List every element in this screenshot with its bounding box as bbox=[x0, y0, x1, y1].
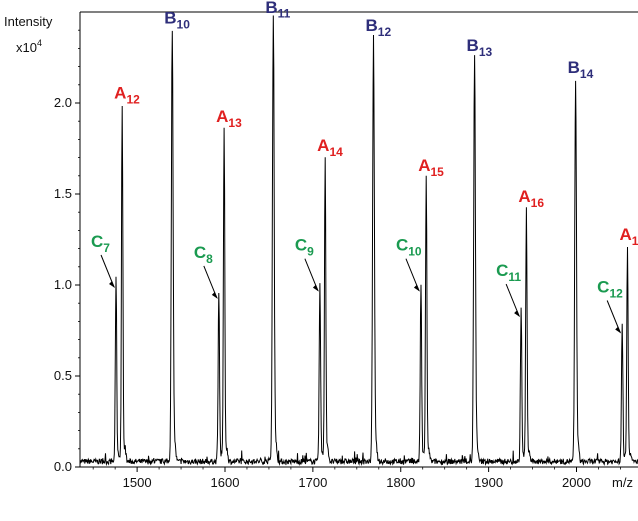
peak-label-letter: C bbox=[496, 261, 508, 280]
y-tick-label: 2.0 bbox=[54, 95, 72, 110]
peak-label-subscript: 14 bbox=[329, 145, 343, 159]
x-tick-label: 1500 bbox=[123, 475, 152, 490]
peak-label-c8: C8 bbox=[194, 243, 213, 266]
arrowhead bbox=[413, 284, 420, 292]
peak-label-c12: C12 bbox=[597, 278, 623, 301]
peak-label-subscript: 16 bbox=[531, 196, 545, 210]
peak-label-letter: A bbox=[518, 187, 530, 206]
y-tick-label: 0.0 bbox=[54, 459, 72, 474]
peak-label-c9: C9 bbox=[295, 236, 314, 259]
y-tick-label: 0.5 bbox=[54, 368, 72, 383]
peak-label-letter: A bbox=[216, 107, 228, 126]
peak-label-letter: C bbox=[91, 232, 103, 251]
peak-label-letter: A bbox=[317, 136, 329, 155]
peak-label-letter: B bbox=[164, 9, 176, 28]
y-axis-label: Intensity bbox=[4, 14, 53, 29]
x-tick-label: 2000 bbox=[562, 475, 591, 490]
peak-label-subscript: 15 bbox=[431, 165, 445, 179]
peak-label-c10: C10 bbox=[396, 236, 422, 259]
peak-label-subscript: 10 bbox=[408, 245, 422, 259]
peak-label-b10: B10 bbox=[164, 9, 190, 32]
peak-label-subscript: 11 bbox=[278, 7, 291, 21]
peak-label-letter: A bbox=[418, 156, 430, 175]
peak-label-a13: A13 bbox=[216, 107, 242, 130]
peak-labels: C7A12B10C8A13B11C9A14B12C10A15B13C11A16B… bbox=[91, 0, 638, 301]
x-tick-label: 1800 bbox=[386, 475, 415, 490]
peak-label-letter: C bbox=[295, 236, 307, 255]
peak-label-subscript: 11 bbox=[508, 270, 521, 284]
x-tick-label: 1700 bbox=[298, 475, 327, 490]
peak-label-b13: B13 bbox=[467, 36, 493, 59]
y-tick-label: 1.0 bbox=[54, 277, 72, 292]
peak-label-letter: B bbox=[568, 58, 580, 77]
annotation-arrows bbox=[100, 254, 622, 334]
arrowhead bbox=[211, 291, 218, 299]
peak-label-letter: C bbox=[597, 278, 609, 297]
peak-label-letter: C bbox=[396, 236, 408, 255]
peak-label-letter: C bbox=[194, 243, 206, 262]
peak-label-subscript: 12 bbox=[609, 287, 623, 301]
y-axis-multiplier-base: x10 bbox=[16, 40, 37, 55]
peak-label-letter: B bbox=[265, 0, 277, 17]
peak-label-subscript: 14 bbox=[580, 67, 594, 81]
peak-label-subscript: 8 bbox=[206, 252, 213, 266]
peak-label-subscript: 17 bbox=[632, 234, 638, 248]
axes: 0.0 0.5 1.0 1.5 2.0 1500 1600 1700 1800 1900 2000 bbox=[54, 29, 621, 490]
peak-label-a16: A16 bbox=[518, 187, 544, 210]
peak-label-letter: B bbox=[467, 36, 479, 55]
arrowhead bbox=[312, 284, 319, 292]
peak-label-c7: C7 bbox=[91, 232, 110, 255]
arrowhead bbox=[514, 310, 521, 318]
peak-label-subscript: 10 bbox=[177, 18, 191, 32]
peak-label-letter: B bbox=[365, 16, 377, 35]
peak-label-subscript: 7 bbox=[103, 241, 110, 255]
peak-label-subscript: 12 bbox=[126, 92, 140, 106]
x-axis-label: m/z bbox=[612, 475, 633, 490]
peak-label-c11: C11 bbox=[496, 261, 521, 284]
peak-label-subscript: 13 bbox=[479, 45, 493, 59]
y-axis-multiplier: x104 bbox=[16, 38, 42, 55]
peak-label-a17: A17 bbox=[619, 225, 638, 248]
peak-label-a14: A14 bbox=[317, 136, 343, 159]
spectrum-trace bbox=[79, 15, 638, 467]
plot-frame bbox=[79, 11, 638, 468]
peak-label-letter: A bbox=[619, 225, 631, 244]
arrowhead bbox=[615, 326, 622, 334]
peak-label-subscript: 12 bbox=[378, 25, 392, 39]
peak-label-subscript: 9 bbox=[307, 245, 314, 259]
peak-label-a15: A15 bbox=[418, 156, 444, 179]
arrowhead bbox=[109, 281, 116, 288]
y-tick-label: 1.5 bbox=[54, 186, 72, 201]
x-tick-label: 1600 bbox=[211, 475, 240, 490]
peak-label-b14: B14 bbox=[568, 58, 594, 81]
x-tick-label: 1900 bbox=[474, 475, 503, 490]
peak-label-letter: A bbox=[114, 83, 126, 102]
peak-label-subscript: 13 bbox=[228, 116, 242, 130]
peak-label-b12: B12 bbox=[365, 16, 391, 39]
peak-label-b11: B11 bbox=[265, 0, 290, 21]
y-axis-multiplier-exponent: 4 bbox=[37, 38, 42, 48]
peak-label-a12: A12 bbox=[114, 83, 140, 106]
spectrum-line bbox=[79, 15, 638, 467]
